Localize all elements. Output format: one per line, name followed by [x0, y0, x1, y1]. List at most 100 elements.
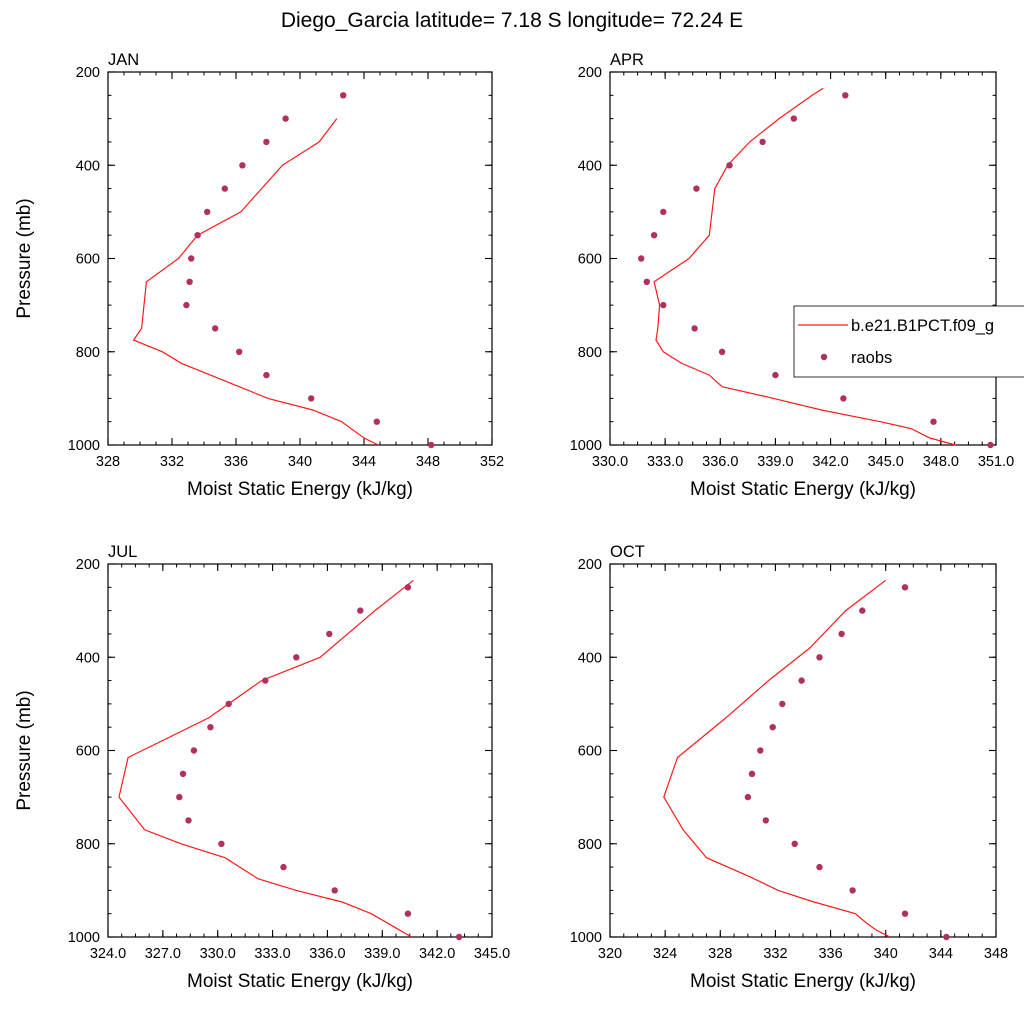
- y-tick-label: 200: [76, 65, 100, 81]
- raobs-point: [190, 747, 198, 754]
- legend-obs-marker-swatch: [820, 353, 828, 361]
- raobs-point: [239, 162, 246, 169]
- raobs-point: [357, 607, 364, 614]
- x-tick-label: 328: [96, 454, 120, 470]
- panel-title: JUL: [108, 543, 137, 561]
- y-tick-label: 400: [76, 650, 100, 666]
- x-tick-label: 340: [874, 946, 898, 962]
- x-tick-label: 351.0: [978, 454, 1014, 470]
- raobs-point: [779, 700, 786, 708]
- panel-oct: 320 324 328 332 336 340 344 348 200 400 600 800 1000…: [570, 543, 1008, 992]
- x-tick-label: 320: [598, 946, 622, 962]
- y-axis-label: Pressure (mb): [14, 198, 35, 318]
- raobs-point: [859, 607, 866, 614]
- y-tick-label: 1000: [68, 438, 100, 454]
- x-tick-label: 339.0: [757, 454, 793, 470]
- x-tick-label: 345.0: [474, 946, 510, 962]
- raobs-point: [791, 840, 798, 847]
- raobs-point: [185, 817, 192, 824]
- raobs-point: [404, 584, 412, 591]
- raobs-point: [404, 910, 412, 917]
- raobs-point: [842, 92, 849, 99]
- raobs-point: [373, 418, 380, 425]
- raobs-point: [179, 770, 187, 777]
- y-tick-label: 600: [76, 744, 100, 760]
- raobs-point: [901, 584, 909, 591]
- y-tick-label: 1000: [570, 438, 602, 454]
- x-tick-label: 339.0: [364, 946, 400, 962]
- raobs-point: [744, 793, 752, 801]
- x-tick-label: 344: [352, 454, 376, 470]
- x-tick-label: 348.0: [923, 454, 959, 470]
- x-axis-label: Moist Static Energy (kJ/kg): [690, 971, 916, 992]
- x-axis-label: Moist Static Energy (kJ/kg): [690, 479, 916, 500]
- raobs-point: [838, 630, 845, 638]
- raobs-point: [930, 418, 937, 425]
- raobs-point: [207, 724, 214, 731]
- panel-title: APR: [610, 51, 644, 69]
- panel-jan: 328 332 336 340 344 348 352 200 400 600 800 1000 JAN…: [14, 51, 504, 500]
- x-tick-label: 348: [416, 454, 440, 470]
- model-series-line: [132, 118, 379, 446]
- y-tick-label: 400: [578, 650, 602, 666]
- raobs-point: [798, 677, 805, 684]
- plot-frame: [107, 71, 493, 446]
- y-tick-label: 400: [76, 158, 100, 174]
- y-tick-label: 200: [578, 65, 602, 81]
- raobs-point: [280, 863, 287, 871]
- raobs-point: [326, 630, 333, 638]
- panels: 328 332 336 340 344 348 352 200 400 600 800 1000 JAN…: [14, 51, 1014, 992]
- panel-apr: 330.0 333.0 336.0 339.0 342.0 345.0 348.0 351.0…: [570, 51, 1014, 500]
- x-tick-label: 327.0: [145, 946, 181, 962]
- raobs-point: [262, 677, 269, 684]
- raobs-point: [660, 208, 667, 216]
- x-tick-label: 324.0: [90, 946, 126, 962]
- plot-frame: [609, 563, 997, 938]
- y-tick-label: 800: [76, 345, 100, 361]
- raobs-point: [263, 138, 270, 146]
- legend-model-label: b.e21.B1PCT.f09_g: [851, 317, 994, 335]
- raobs-point: [638, 255, 645, 262]
- x-tick-label: 340: [288, 454, 312, 470]
- model-series-line: [663, 579, 891, 938]
- raobs-point: [748, 770, 756, 777]
- raobs-point: [212, 325, 219, 332]
- y-tick-label: 800: [578, 837, 602, 853]
- raobs-point: [943, 933, 950, 941]
- y-axis-label: Pressure (mb): [14, 690, 35, 810]
- raobs-point: [218, 840, 225, 847]
- raobs-point: [762, 817, 769, 824]
- y-tick-label: 400: [578, 158, 602, 174]
- legend-obs-label: raobs: [851, 349, 892, 367]
- panel-title: JAN: [108, 51, 139, 69]
- raobs-point: [790, 115, 797, 122]
- raobs-point: [236, 348, 243, 355]
- raobs-point: [221, 185, 228, 192]
- raobs-point: [183, 301, 190, 309]
- y-tick-label: 200: [578, 557, 602, 573]
- y-tick-label: 800: [76, 837, 100, 853]
- raobs-point: [849, 887, 856, 894]
- raobs-point: [718, 348, 726, 355]
- raobs-point: [308, 395, 315, 402]
- y-tick-label: 200: [76, 557, 100, 573]
- raobs-point: [194, 232, 201, 239]
- x-tick-label: 342.0: [419, 946, 455, 962]
- x-tick-label: 332: [763, 946, 787, 962]
- raobs-point: [263, 371, 270, 379]
- y-tick-label: 600: [578, 744, 602, 760]
- y-tick-label: 600: [578, 252, 602, 268]
- raobs-point: [176, 793, 183, 801]
- raobs-point: [186, 278, 193, 285]
- raobs-point: [726, 162, 733, 169]
- x-tick-label: 333.0: [254, 946, 290, 962]
- raobs-point: [455, 933, 463, 941]
- x-tick-label: 336.0: [309, 946, 345, 962]
- raobs-point: [693, 185, 700, 192]
- legend-box: [793, 305, 1024, 378]
- raobs-point: [225, 700, 232, 708]
- raobs-point: [293, 654, 300, 661]
- y-tick-label: 1000: [68, 930, 100, 946]
- model-series-line: [118, 579, 414, 938]
- raobs-point: [188, 255, 195, 262]
